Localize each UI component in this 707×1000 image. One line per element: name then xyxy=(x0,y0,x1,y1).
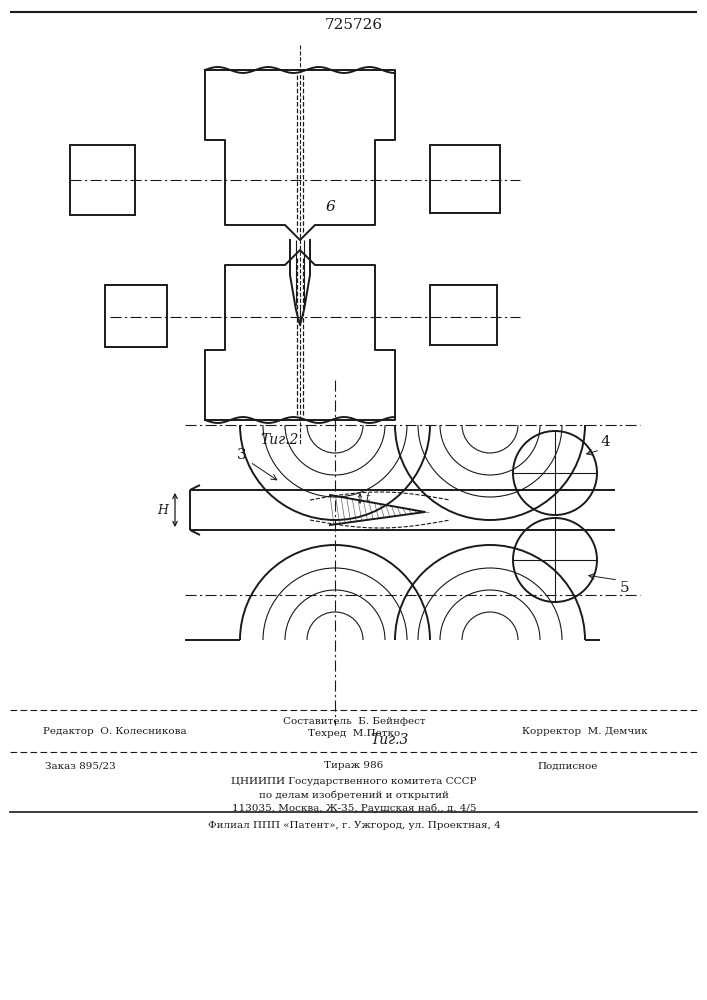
Text: Τиг.3: Τиг.3 xyxy=(370,733,409,747)
Bar xyxy=(430,145,500,213)
Text: 3: 3 xyxy=(237,448,247,462)
Text: Τиг.2: Τиг.2 xyxy=(261,433,299,447)
Bar xyxy=(105,285,167,347)
Text: Подписное: Подписное xyxy=(538,762,598,770)
Text: Техред  М.Петко: Техред М.Петко xyxy=(308,730,400,738)
Text: ЦНИИПИ Государственного комитета СССР: ЦНИИПИ Государственного комитета СССР xyxy=(231,778,477,786)
Text: Тираж 986: Тираж 986 xyxy=(325,762,384,770)
Text: Филиал ППП «Патент», г. Ужгород, ул. Проектная, 4: Филиал ППП «Патент», г. Ужгород, ул. Про… xyxy=(208,822,501,830)
Text: Редактор  О. Колесникова: Редактор О. Колесникова xyxy=(43,728,187,736)
Text: H: H xyxy=(158,504,168,516)
Text: Заказ 895/23: Заказ 895/23 xyxy=(45,762,115,770)
Text: Составитель  Б. Бейнфест: Составитель Б. Бейнфест xyxy=(283,718,426,726)
Text: Корректор  М. Демчик: Корректор М. Демчик xyxy=(522,728,648,736)
Text: 6: 6 xyxy=(325,200,335,214)
Text: 113035, Москва, Ж-35, Раушская наб., д. 4/5: 113035, Москва, Ж-35, Раушская наб., д. … xyxy=(232,803,477,813)
Bar xyxy=(430,285,497,345)
Text: по делам изобретений и открытий: по делам изобретений и открытий xyxy=(259,790,449,800)
Bar xyxy=(70,145,135,215)
Text: 725726: 725726 xyxy=(325,18,383,32)
Text: 5: 5 xyxy=(620,581,630,595)
Text: t: t xyxy=(366,493,370,503)
Text: 4: 4 xyxy=(600,435,610,449)
